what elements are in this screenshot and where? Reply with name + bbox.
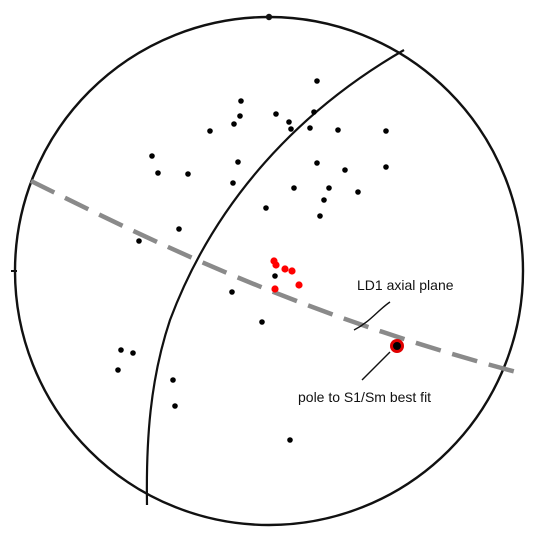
pole-point xyxy=(335,127,341,133)
red-poles-group xyxy=(270,257,303,293)
pole-point xyxy=(383,128,389,134)
pole-point xyxy=(326,185,332,191)
highlighted-pole-point xyxy=(295,281,303,289)
pole-point xyxy=(149,153,155,159)
pole-point xyxy=(235,159,241,165)
axial-plane-leader-line xyxy=(353,301,391,331)
pole-point xyxy=(115,367,121,373)
pole-point xyxy=(317,213,323,219)
pole-point xyxy=(231,121,237,127)
primitive-circle xyxy=(13,15,525,527)
great-circle-plane xyxy=(145,49,405,506)
pole-point xyxy=(314,160,320,166)
pole-point xyxy=(291,185,297,191)
north-tick xyxy=(265,13,273,21)
pole-point xyxy=(130,350,136,356)
pole-point xyxy=(286,119,292,125)
ld1-axial-plane-line xyxy=(30,178,521,376)
pole-point xyxy=(230,180,236,186)
pole-point xyxy=(321,197,327,203)
pole-point xyxy=(118,347,124,353)
pole-point xyxy=(170,377,176,383)
pole-point xyxy=(238,98,244,104)
pole-point xyxy=(383,164,389,170)
pole-point xyxy=(259,319,265,325)
pole-point xyxy=(229,289,235,295)
best-fit-leader-line xyxy=(361,351,391,381)
black-poles-group xyxy=(115,78,389,443)
pole-point xyxy=(288,126,294,132)
best-fit-pole-inner xyxy=(393,342,401,350)
pole-point xyxy=(355,189,361,195)
pole-point xyxy=(172,403,178,409)
pole-point xyxy=(273,111,279,117)
pole-point xyxy=(207,128,213,134)
highlighted-pole-point xyxy=(271,285,279,293)
pole-point xyxy=(342,167,348,173)
highlighted-pole-point xyxy=(288,267,296,275)
highlighted-pole-point xyxy=(272,261,280,269)
pole-point xyxy=(185,171,191,177)
highlighted-pole-point xyxy=(281,265,289,273)
pole-point xyxy=(287,437,293,443)
pole-point xyxy=(311,109,317,115)
pole-point xyxy=(237,113,243,119)
pole-point xyxy=(176,226,182,232)
pole-point xyxy=(263,205,269,211)
best-fit-label: pole to S1/Sm best fit xyxy=(298,389,431,405)
pole-point xyxy=(155,170,161,176)
pole-point xyxy=(136,238,142,244)
pole-point xyxy=(314,78,320,84)
axial-plane-label: LD1 axial plane xyxy=(357,277,454,293)
pole-point xyxy=(307,125,313,131)
pole-point xyxy=(272,273,278,279)
